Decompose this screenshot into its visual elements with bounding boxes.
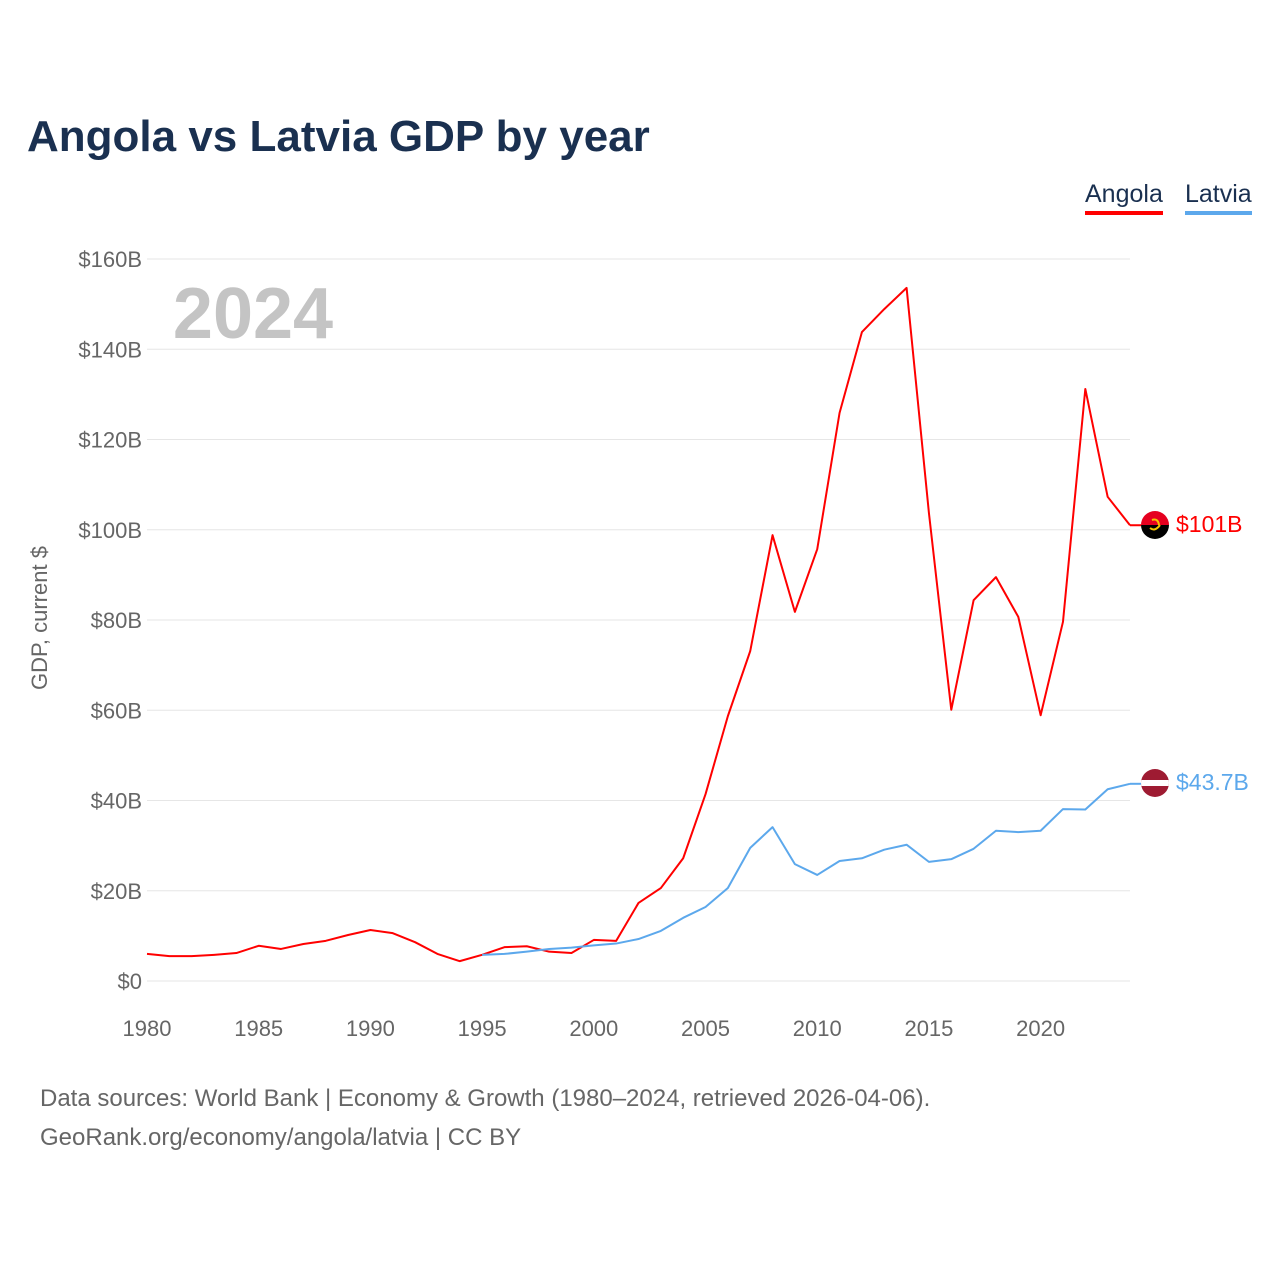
x-tick-label: 1985 <box>234 1016 283 1041</box>
x-tick-label: 2000 <box>569 1016 618 1041</box>
chart-title: Angola vs Latvia GDP by year <box>27 112 650 161</box>
x-tick-label: 2010 <box>793 1016 842 1041</box>
legend-item-latvia[interactable]: Latvia <box>1185 180 1252 215</box>
y-tick-label: $60B <box>91 698 142 723</box>
series-line-angola <box>146 286 1131 963</box>
footer-link[interactable]: GeoRank.org/economy/angola/latvia | CC B… <box>40 1124 522 1151</box>
y-tick-label: $0 <box>118 969 142 994</box>
legend-item-angola[interactable]: Angola <box>1085 180 1163 215</box>
x-tick-label: 1995 <box>458 1016 507 1041</box>
y-tick-label: $20B <box>91 879 142 904</box>
x-tick-label: 2020 <box>1016 1016 1065 1041</box>
series-line-latvia <box>482 782 1131 956</box>
y-tick-label: $80B <box>91 608 142 633</box>
y-tick-label: $120B <box>78 428 142 453</box>
x-tick-label: 2005 <box>681 1016 730 1041</box>
y-tick-label: $40B <box>91 789 142 814</box>
footer-sources: Data sources: World Bank | Economy & Gro… <box>40 1085 931 1112</box>
x-tick-label: 1980 <box>123 1016 172 1041</box>
angola-end-label: $101B <box>1176 511 1243 537</box>
x-tick-label: 1990 <box>346 1016 395 1041</box>
year-watermark: 2024 <box>173 274 333 354</box>
y-tick-label: $140B <box>78 337 142 362</box>
y-tick-label: $160B <box>78 247 142 272</box>
x-tick-label: 2015 <box>904 1016 953 1041</box>
latvia-flag-icon <box>1141 769 1169 797</box>
angola-flag-icon <box>1141 511 1169 539</box>
latvia-end-label: $43.7B <box>1176 769 1249 795</box>
y-tick-label: $100B <box>78 518 142 543</box>
